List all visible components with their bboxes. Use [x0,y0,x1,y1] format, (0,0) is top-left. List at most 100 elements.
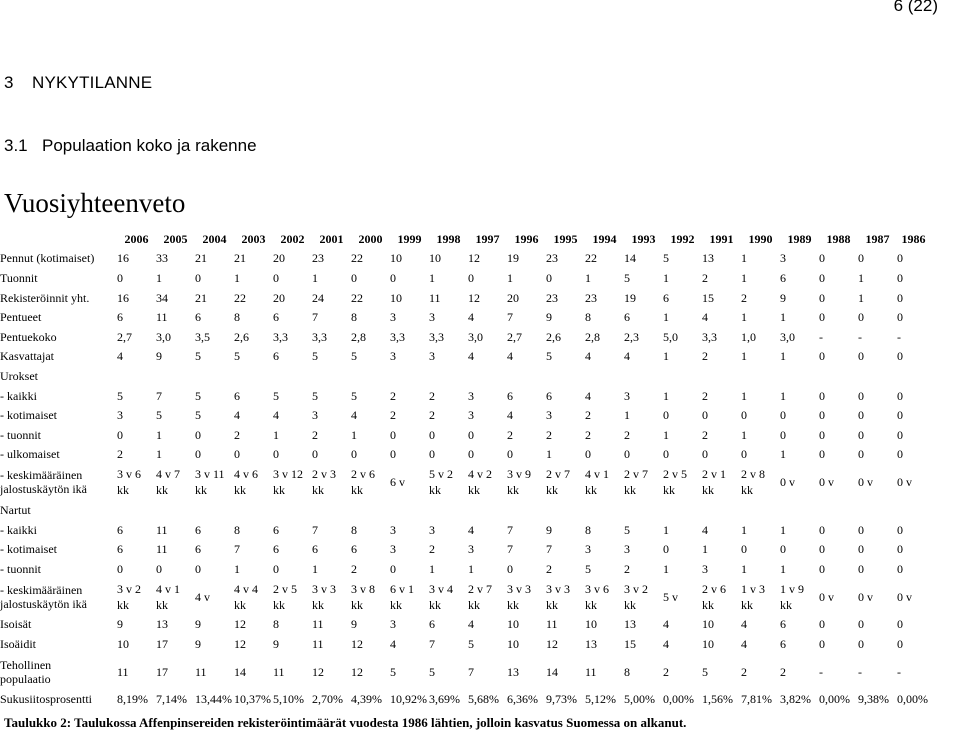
table-cell: 0 [858,408,864,423]
table-cell: 6 [234,388,240,403]
table-cell: 0 [195,561,201,576]
table-cell: 4 [468,617,474,632]
table-cell: 2,6 [234,329,249,344]
table-cell: 8 [624,664,630,679]
table-cell: 7 [546,542,552,557]
table-cell: 11 [312,617,324,632]
table-cell: 13 [585,636,597,651]
table-cell: 6 [624,310,630,325]
table-cell: 1 [351,427,357,442]
table-cell: 11 [429,290,441,305]
row-label: Kasvattajat [0,349,54,364]
table-cell: 14 [234,664,246,679]
table-cell: 4 [741,617,747,632]
table-cell: 0 v [819,589,834,604]
table-cell: 10 [390,290,402,305]
row-label: Nartut [0,502,31,517]
table-cell: 0 [858,310,864,325]
table-cell: 2 [429,408,435,423]
table-cell: - [819,329,823,344]
table-cell: 1 [741,310,747,325]
table-cell: 6 [117,542,123,557]
table-cell: 2 [429,542,435,557]
table-cell: 5,10% [273,692,304,707]
section-heading: 3 NYKYTILANNE [4,73,152,93]
table-cell: 1 [663,427,669,442]
table-cell: 11 [117,664,129,679]
year-header: 1993 [631,231,656,246]
row-label: - ulkomaiset [0,447,60,462]
page-number: 6 (22) [893,0,938,15]
table-cell: 0 [546,270,552,285]
table-cell: 0 v [858,475,873,490]
table-cell: 0 v [780,475,795,490]
year-header: 2002 [280,231,305,246]
table-cell: 0 [702,408,708,423]
table-cell: 0 [468,447,474,462]
table-cell: 3 [468,388,474,403]
table-cell: 0 [858,617,864,632]
year-header: 1999 [397,231,422,246]
table-cell: 1 [312,561,318,576]
table-cell: 11 [195,664,207,679]
year-header: 1986 [901,231,926,246]
table-row: Pennut (kotimaiset) 16 33 21 21 20 23 22 10 10 12 1… [0,249,930,269]
table-cell: 2 [702,427,708,442]
year-header: 1989 [787,231,812,246]
table-cell: 2 [585,408,591,423]
table-cell: 0 [858,542,864,557]
table-cell: 22 [234,290,246,305]
table-cell: 15 [702,290,714,305]
table-cell: 0 [117,427,123,442]
table-cell: 0 v [858,589,873,604]
row-label: - keskimääräinen jalostuskäytön ikä [0,468,87,497]
year-header: 2005 [163,231,188,246]
row-label: Pentuekoko [0,329,57,344]
table-cell: 2 [234,427,240,442]
table-cell: 4 [273,408,279,423]
table-cell: 1 [780,349,786,364]
table-cell: 9 [546,310,552,325]
table-cell: 4 [234,408,240,423]
row-label: - keskimääräinen jalostuskäytön ikä [0,582,87,611]
table-cell: 5 [312,388,318,403]
table-cell: 0 [897,270,903,285]
table-cell: 10,37% [234,692,271,707]
table-cell: 17 [156,664,168,679]
table-cell: 0 [819,522,825,537]
table-cell: 10 [390,251,402,266]
table-cell: 1 [156,270,162,285]
table-cell: 5,68% [468,692,499,707]
table-cell: 10,92% [390,692,427,707]
table-cell: 0 [117,561,123,576]
table-cell: 0 [663,408,669,423]
table-cell: 0 v [897,475,912,490]
table-cell: 3 v 6 kk [117,467,141,498]
table-cell: 5 [429,664,435,679]
row-label: Urokset [0,368,38,383]
table-cell: 1 [741,270,747,285]
table-cell: 9 [780,290,786,305]
table-cell: 2 [546,427,552,442]
table-cell: 16 [117,290,129,305]
table-cell: 14 [624,251,636,266]
year-header: 2001 [319,231,344,246]
table-cell: 2 [585,427,591,442]
table-cell: 5 [117,388,123,403]
table-cell: 1 [780,310,786,325]
table-cell: 5 [234,349,240,364]
table-cell: 6 [507,388,513,403]
table-cell: 3 [702,561,708,576]
table-row: Sukusiitosprosentti 8,19% 7,14% 13,44% 10,37… [0,690,930,710]
table-cell: 3 v 3 kk [312,581,336,612]
table-cell: 3,0 [468,329,483,344]
table-cell: 2 [702,388,708,403]
table-row: Tuonnit 0 1 0 1 0 1 0 0 1 0 1 0 1 5 1 2 1 6 0 1 0 [0,268,930,288]
table-cell: 1 v 3 kk [741,581,765,612]
year-header: 1998 [436,231,461,246]
table-cell: 2 [546,561,552,576]
table-cell: 0 [897,290,903,305]
table-cell: 3 v 12 kk [273,467,303,498]
table-cell: 11 [546,617,558,632]
table-cell: 3,3 [273,329,288,344]
